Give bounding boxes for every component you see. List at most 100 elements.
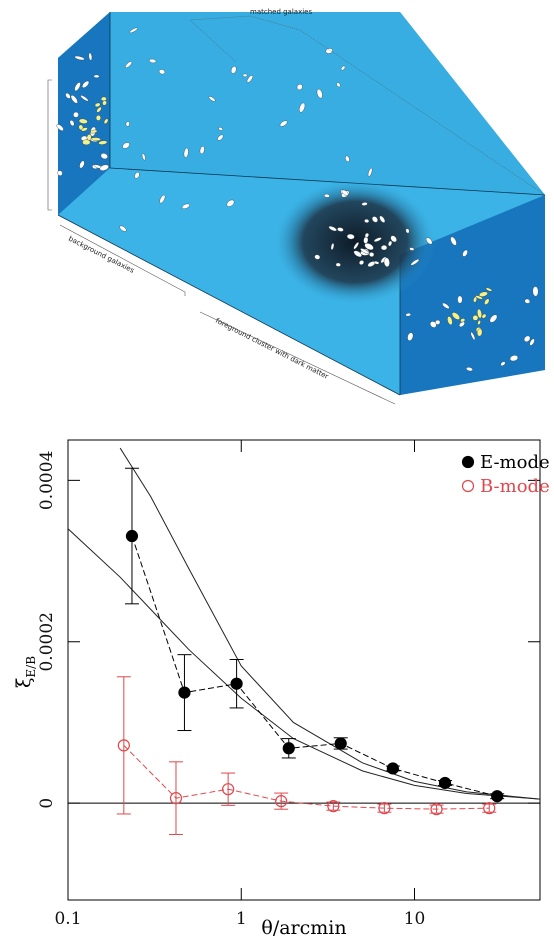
galaxy — [70, 95, 78, 104]
galaxy — [500, 361, 506, 366]
galaxy — [450, 236, 457, 246]
y-axis-label: ξE/B — [13, 656, 38, 688]
plot-area — [68, 447, 540, 835]
point — [483, 802, 496, 815]
galaxy — [430, 321, 437, 328]
galaxy — [78, 118, 88, 124]
galaxy — [477, 308, 482, 319]
galaxy — [485, 287, 493, 292]
galaxy — [345, 155, 350, 162]
galaxy — [99, 164, 109, 171]
galaxy — [119, 225, 127, 232]
edge — [109, 167, 546, 196]
galaxy — [57, 170, 63, 176]
point — [438, 776, 452, 790]
galaxy — [460, 318, 466, 323]
galaxy — [473, 296, 477, 303]
x-tick-label: 10 — [404, 909, 426, 929]
galaxy — [364, 232, 369, 238]
galaxy — [360, 248, 369, 254]
galaxy — [325, 48, 333, 54]
galaxy — [388, 240, 393, 247]
leader-line — [189, 15, 546, 196]
galaxy — [447, 316, 453, 325]
point — [125, 529, 139, 543]
galaxy — [141, 153, 146, 161]
point — [230, 677, 243, 690]
galaxy — [230, 66, 237, 74]
galaxy — [246, 75, 253, 83]
galaxy — [73, 111, 79, 118]
galaxy — [466, 367, 473, 372]
galaxy — [484, 298, 490, 305]
galaxy — [477, 320, 481, 325]
galaxy — [102, 100, 107, 106]
y-tick-label: 0 — [37, 798, 57, 809]
galaxy — [532, 286, 539, 297]
galaxy — [80, 95, 89, 102]
galaxy — [405, 228, 410, 234]
galaxy — [373, 237, 382, 242]
galaxy — [409, 247, 415, 251]
matched-label: matched galaxies — [250, 8, 312, 16]
point — [169, 792, 183, 805]
galaxy — [65, 92, 71, 99]
galaxy — [91, 137, 101, 141]
point — [378, 802, 391, 815]
galaxy — [481, 313, 487, 319]
galaxy — [346, 233, 355, 240]
galaxy — [353, 250, 362, 258]
legend-marker — [461, 479, 475, 493]
galaxy — [79, 160, 85, 169]
galaxy — [477, 328, 483, 337]
point — [282, 742, 295, 755]
galaxy — [81, 127, 88, 132]
galaxy — [324, 193, 330, 198]
leader-line — [199, 311, 396, 405]
galaxy — [472, 315, 479, 321]
point — [386, 762, 399, 775]
galaxy — [90, 129, 98, 134]
galaxy — [158, 69, 166, 75]
galaxy — [242, 73, 248, 77]
leader-line — [47, 79, 52, 211]
galaxy — [361, 202, 368, 206]
chart: 0.1 1 10 0 0.0002 0.0004 θ/arcmin ξE/B E-mode B-m… — [13, 439, 550, 939]
legend-label: E-mode — [480, 452, 550, 473]
galaxy — [299, 102, 306, 113]
galaxy — [82, 139, 91, 146]
galaxy — [353, 242, 359, 250]
galaxy — [125, 61, 133, 68]
galaxy — [208, 96, 216, 102]
galaxy — [279, 120, 288, 127]
point — [275, 795, 288, 808]
galaxy — [74, 55, 85, 61]
galaxy — [529, 338, 535, 346]
galaxy — [122, 142, 130, 149]
galaxy — [218, 127, 223, 131]
galaxy — [328, 226, 337, 232]
galaxy — [383, 257, 390, 267]
galaxy — [407, 332, 414, 341]
galaxy — [159, 194, 166, 204]
galaxy — [405, 313, 411, 317]
galaxy — [129, 27, 138, 34]
edge — [57, 214, 401, 396]
legend-label: B-mode — [480, 476, 550, 497]
galaxy — [475, 295, 483, 300]
galaxy — [95, 115, 101, 121]
galaxy — [379, 215, 386, 223]
box-back-wall — [110, 12, 545, 195]
galaxy — [125, 121, 130, 127]
galaxy — [96, 106, 102, 113]
galaxy — [341, 65, 346, 71]
y-axis-symbol: ξ — [13, 678, 35, 688]
y-axis-subscript: E/B — [24, 656, 38, 678]
galaxy — [226, 199, 235, 207]
dark-matter-cloud — [275, 180, 435, 304]
y-tick-label: 0.0002 — [37, 612, 57, 671]
diagram: matched galaxies background galaxies for… — [47, 8, 546, 405]
connector-line — [131, 535, 498, 797]
